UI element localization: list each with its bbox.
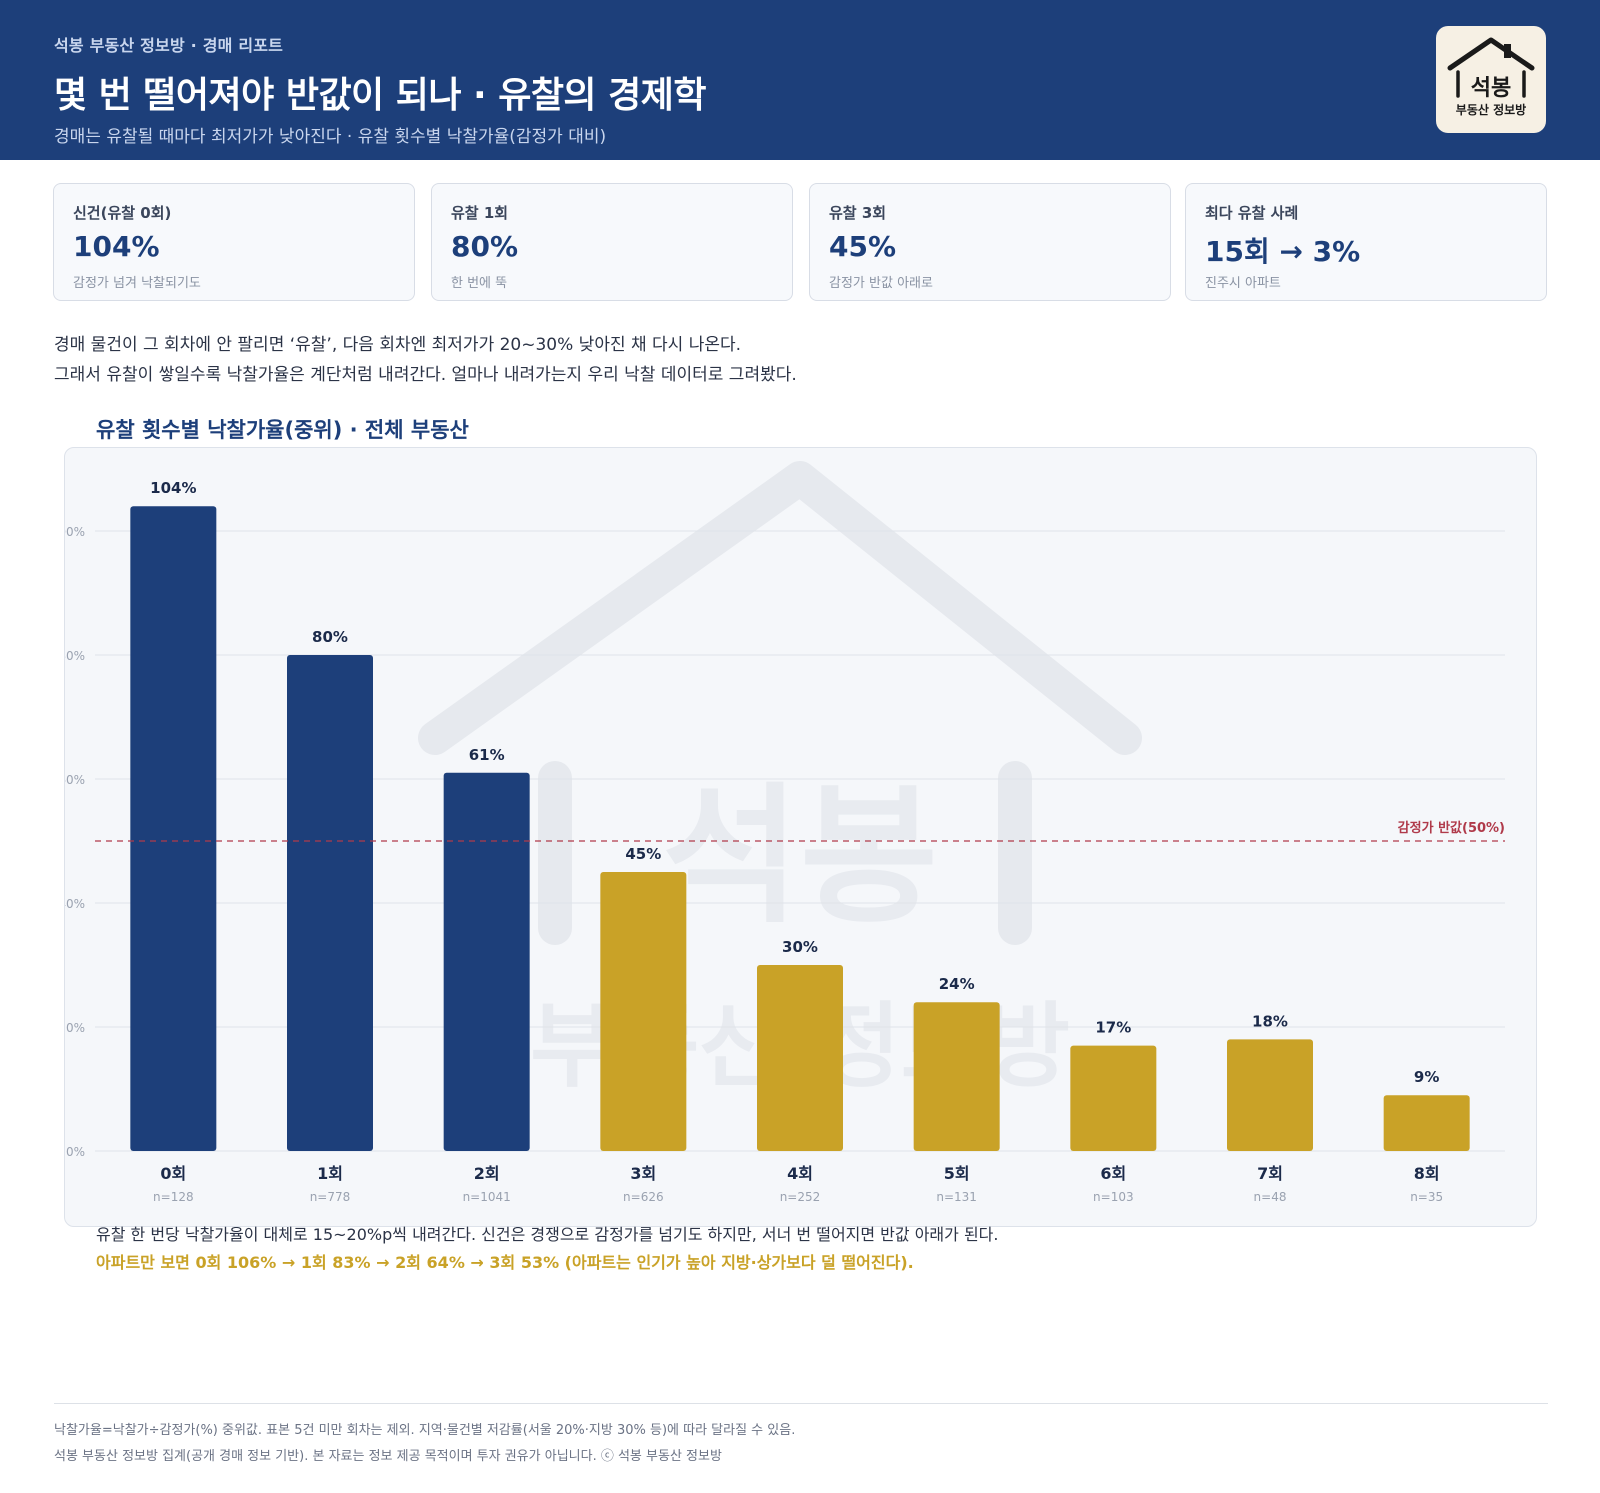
y-tick-label: 100%: [65, 525, 85, 539]
bar: [1227, 1039, 1313, 1151]
x-tick-label: 1회: [317, 1164, 343, 1183]
kpi-value: 104%: [73, 230, 160, 263]
x-tick-label: 3회: [630, 1164, 656, 1183]
bar: [913, 1002, 1000, 1151]
x-tick-label: 4회: [787, 1164, 813, 1183]
intro-text: 경매 물건이 그 회차에 안 팔리면 ‘유찰’, 다음 회차엔 최저가가 20~…: [54, 330, 797, 390]
x-tick-label: 7회: [1257, 1164, 1283, 1183]
sample-size-label: n=626: [623, 1190, 664, 1204]
logo-wordmark: 석봉: [1470, 75, 1512, 101]
sample-size-label: n=252: [780, 1190, 821, 1204]
kpi-card-max-fail: 최다 유찰 사례 15회 → 3% 진주시 아파트: [1185, 183, 1547, 301]
bar-value-label: 104%: [150, 479, 196, 497]
bar-value-label: 45%: [625, 845, 661, 863]
sample-size-label: n=131: [936, 1190, 977, 1204]
footnote-source: 석봉 부동산 정보방 집계(공개 경매 정보 기반). 본 자료는 정보 제공 …: [54, 1449, 722, 1464]
kpi-cards: 신건(유찰 0회) 104% 감정가 넘겨 낙찰되기도 유찰 1회 80% 한 …: [53, 183, 1547, 301]
report-header: 석봉 부동산 정보방 · 경매 리포트 몇 번 떨어져야 반값이 되나 · 유찰…: [0, 0, 1600, 160]
footnote-method: 낙찰가율=낙찰가÷감정가(%) 중위값. 표본 5건 미만 회차는 제외. 지역…: [54, 1423, 796, 1438]
kpi-value: 15회 → 3%: [1205, 235, 1361, 268]
bar: [757, 965, 843, 1151]
bar-value-label: 18%: [1252, 1012, 1288, 1030]
bar: [287, 655, 373, 1151]
bar-value-label: 30%: [782, 938, 818, 956]
bar-value-label: 24%: [939, 975, 975, 993]
chart-highlight-caption: 아파트만 보면 0회 106% → 1회 83% → 2회 64% → 3회 5…: [96, 1253, 914, 1272]
kpi-label: 최다 유찰 사례: [1205, 204, 1299, 222]
bar: [600, 872, 687, 1151]
house-roof-icon: [1447, 37, 1535, 98]
x-tick-label: 6회: [1100, 1164, 1126, 1183]
watermark-wordmark: 석봉: [662, 768, 938, 944]
sample-size-label: n=103: [1093, 1190, 1134, 1204]
y-tick-label: 60%: [65, 773, 85, 787]
kpi-note: 감정가 넘겨 낙찰되기도: [73, 276, 201, 291]
bar: [1383, 1095, 1470, 1151]
x-tick-label: 5회: [944, 1164, 970, 1183]
kpi-card-fail-1: 유찰 1회 80% 한 번에 뚝: [431, 183, 793, 301]
footer-divider: [54, 1403, 1548, 1404]
x-tick-label: 2회: [474, 1164, 500, 1183]
bar-value-label: 80%: [312, 628, 348, 646]
y-tick-label: 80%: [65, 649, 85, 663]
bar: [130, 506, 217, 1151]
reference-line-label: 감정가 반값(50%): [1398, 820, 1505, 836]
y-tick-label: 20%: [65, 1021, 85, 1035]
report-eyebrow: 석봉 부동산 정보방 · 경매 리포트: [54, 36, 284, 55]
bar-value-label: 9%: [1414, 1068, 1439, 1086]
kpi-value: 45%: [829, 230, 897, 263]
page-subtitle: 경매는 유찰될 때마다 최저가가 낮아진다 · 유찰 횟수별 낙찰가율(감정가 …: [54, 127, 607, 147]
chart-title: 유찰 횟수별 낙찰가율(중위) · 전체 부동산: [96, 418, 469, 442]
x-tick-label: 8회: [1414, 1164, 1440, 1183]
sample-size-label: n=128: [153, 1190, 194, 1204]
x-tick-label: 0회: [160, 1164, 186, 1183]
chart-caption: 유찰 한 번당 낙찰가율이 대체로 15~20%p씩 내려간다. 신건은 경쟁으…: [96, 1225, 999, 1244]
sample-size-label: n=35: [1410, 1190, 1443, 1204]
bar: [443, 772, 530, 1151]
page-title: 몇 번 떨어져야 반값이 되나 · 유찰의 경제학: [54, 75, 706, 116]
intro-line: 그래서 유찰이 쌓일수록 낙찰가율은 계단처럼 내려간다. 얼마나 내려가는지 …: [54, 365, 797, 385]
kpi-label: 신건(유찰 0회): [73, 204, 172, 222]
intro-line: 경매 물건이 그 회차에 안 팔리면 ‘유찰’, 다음 회차엔 최저가가 20~…: [54, 335, 742, 355]
kpi-card-fail-3: 유찰 3회 45% 감정가 반값 아래로: [809, 183, 1171, 301]
bar-value-label: 61%: [469, 746, 505, 764]
brand-logo: 석봉 부동산 정보방: [1436, 26, 1546, 133]
bar: [1070, 1045, 1157, 1151]
sample-size-label: n=1041: [463, 1190, 511, 1204]
kpi-note: 감정가 반값 아래로: [829, 276, 933, 291]
kpi-note: 한 번에 뚝: [451, 276, 508, 291]
sample-size-label: n=48: [1254, 1190, 1287, 1204]
kpi-note: 진주시 아파트: [1205, 276, 1281, 291]
y-tick-label: 40%: [65, 897, 85, 911]
kpi-card-new: 신건(유찰 0회) 104% 감정가 넘겨 낙찰되기도: [53, 183, 415, 301]
kpi-label: 유찰 1회: [451, 204, 509, 222]
sample-size-label: n=778: [310, 1190, 351, 1204]
y-tick-label: 0%: [66, 1145, 85, 1159]
logo-subtext: 부동산 정보방: [1455, 103, 1527, 117]
kpi-label: 유찰 3회: [829, 204, 887, 222]
bar-value-label: 17%: [1095, 1019, 1131, 1037]
kpi-value: 80%: [451, 230, 519, 263]
